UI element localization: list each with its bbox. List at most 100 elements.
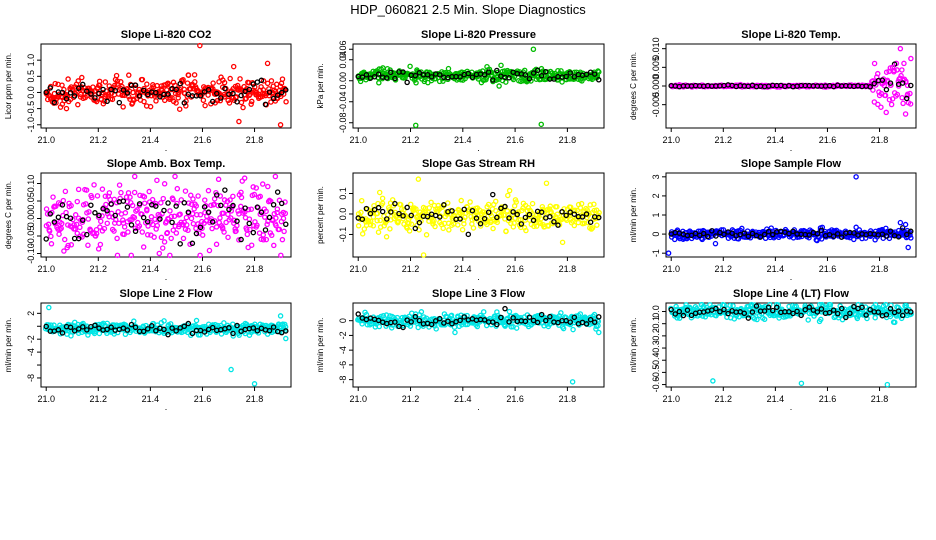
data-point [223,219,229,226]
data-point [107,196,113,203]
data-point [563,314,569,321]
data-point [197,211,204,218]
data-point [907,90,913,97]
data-point [97,224,103,230]
data-point [582,314,588,320]
data-point [529,200,536,207]
data-point [363,311,370,318]
highlight-point [794,308,800,315]
highlight-point [534,319,541,326]
highlight-point [226,325,232,331]
data-point [894,91,901,98]
y-tick-label: -0.005 [651,92,661,118]
data-point [200,97,207,104]
panel-title: Slope Gas Stream RH [422,158,535,170]
panel-title: Slope Line 4 (LT) Flow [733,288,849,300]
highlight-point [502,203,508,210]
highlight-point [149,323,155,329]
x-axis-label: . [790,272,793,282]
highlight-point [392,200,398,207]
highlight-point [700,230,707,237]
data-point [415,176,422,182]
data-point [238,189,244,196]
plot-frame [352,302,605,388]
highlight-point [124,90,131,96]
data-point [244,231,251,238]
data-point [431,218,437,224]
data-point [144,81,150,87]
data-point [496,83,502,89]
data-point [513,325,520,331]
highlight-point [165,331,171,338]
highlight-point [80,217,86,223]
highlight-point [465,231,472,238]
highlight-point [169,325,175,331]
y-tick-label: 0.06 [338,40,348,58]
data-point [226,100,233,106]
data-point [862,235,869,241]
highlight-point [469,207,476,214]
y-tick-label: 0.0 [26,86,36,99]
data-point [577,311,584,317]
data-point [161,97,168,104]
data-point [407,323,414,329]
y-tick-label: 0 [651,232,661,237]
data-point [883,69,890,75]
data-point [827,301,834,308]
data-point [215,176,222,183]
highlight-point [543,68,549,75]
data-point [374,217,380,224]
data-point [184,80,191,86]
data-point [193,225,199,232]
data-point [125,190,132,196]
chart-panel: Slope Gas Stream RH percent per min. 21.0 2… [316,158,605,282]
highlight-point [51,99,58,106]
data-point [261,214,268,220]
data-point [884,381,891,388]
data-point [793,303,800,310]
data-point [446,227,452,233]
highlight-point [571,211,578,217]
highlight-point [871,80,877,87]
data-point [585,219,591,226]
x-tick-label: 21.4 [454,135,472,145]
highlight-point [112,212,118,219]
data-point [230,63,237,70]
data-point [547,203,554,209]
highlight-point [887,228,894,234]
highlight-point [583,211,590,217]
highlight-point [506,319,512,325]
data-point [272,173,279,180]
data-point [144,232,151,238]
data-point [58,220,65,227]
highlight-point [790,310,796,317]
highlight-point [908,82,914,89]
data-point [173,230,180,236]
data-point [591,207,598,214]
data-point [148,214,155,220]
highlight-point [514,211,520,218]
highlight-point [400,324,406,331]
data-point [888,101,895,108]
highlight-point [173,203,179,209]
data-point [415,217,421,223]
highlight-point [205,209,212,215]
panel-title: Slope Amb. Box Temp. [107,158,226,170]
data-point [798,380,805,387]
highlight-point [201,329,208,335]
data-point [875,70,881,77]
data-point [882,92,888,99]
data-point [426,205,433,211]
data-point [432,223,438,230]
panel-title: Slope Li-820 Temp. [741,29,840,41]
data-point [177,211,183,217]
data-point [218,331,225,337]
highlight-point [388,209,394,215]
data-point [43,206,50,212]
y-axis-label: ml/min per min. [316,318,325,373]
x-tick-label: 21.8 [871,264,889,274]
data-point [221,229,227,235]
highlight-point [895,308,902,314]
data-point [853,224,859,231]
data-point [466,206,473,213]
